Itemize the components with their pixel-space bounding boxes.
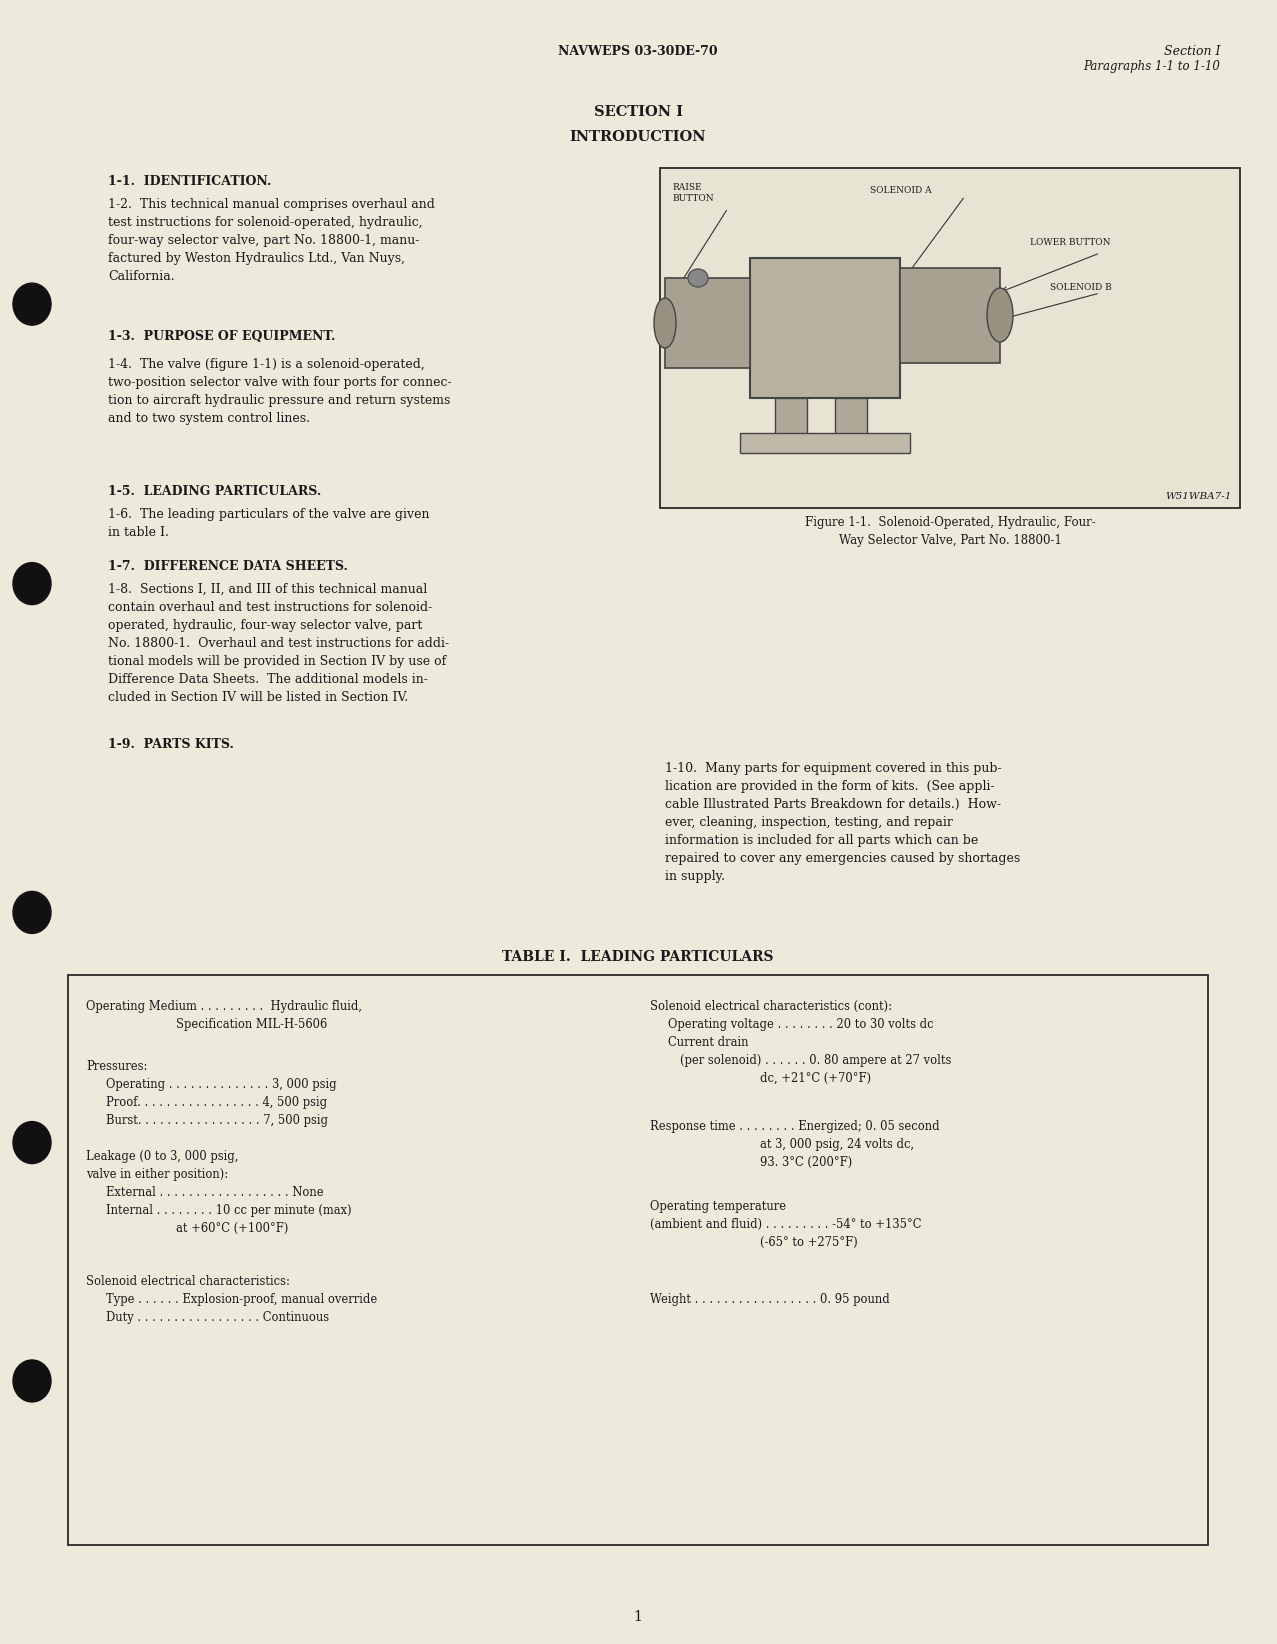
- Text: dc, +21°C (+70°F): dc, +21°C (+70°F): [760, 1072, 871, 1085]
- Text: Operating Medium . . . . . . . . .  Hydraulic fluid,: Operating Medium . . . . . . . . . Hydra…: [86, 1000, 361, 1013]
- Text: 1-4.  The valve (figure 1-1) is a solenoid-operated,
two-position selector valve: 1-4. The valve (figure 1-1) is a solenoi…: [109, 358, 452, 426]
- Text: Paragraphs 1-1 to 1-10: Paragraphs 1-1 to 1-10: [1083, 59, 1220, 72]
- Bar: [739, 432, 911, 454]
- Text: Way Selector Valve, Part No. 18800-1: Way Selector Valve, Part No. 18800-1: [839, 534, 1061, 547]
- Text: (per solenoid) . . . . . . 0. 80 ampere at 27 volts: (per solenoid) . . . . . . 0. 80 ampere …: [679, 1054, 951, 1067]
- Text: 1-6.  The leading particulars of the valve are given
in table I.: 1-6. The leading particulars of the valv…: [109, 508, 429, 539]
- Text: Burst. . . . . . . . . . . . . . . . . 7, 500 psig: Burst. . . . . . . . . . . . . . . . . 7…: [106, 1115, 328, 1128]
- Text: SECTION I: SECTION I: [594, 105, 682, 118]
- Text: 1-3.  PURPOSE OF EQUIPMENT.: 1-3. PURPOSE OF EQUIPMENT.: [109, 330, 336, 344]
- Text: Response time . . . . . . . . Energized; 0. 05 second: Response time . . . . . . . . Energized;…: [650, 1120, 940, 1133]
- Text: at 3, 000 psig, 24 volts dc,: at 3, 000 psig, 24 volts dc,: [760, 1138, 914, 1151]
- Text: (-65° to +275°F): (-65° to +275°F): [760, 1236, 858, 1249]
- Bar: [660, 168, 1240, 508]
- Text: 1-9.  PARTS KITS.: 1-9. PARTS KITS.: [109, 738, 234, 751]
- Bar: [775, 398, 807, 442]
- Ellipse shape: [654, 298, 676, 349]
- Text: Current drain: Current drain: [668, 1036, 748, 1049]
- Text: SOLENOID A: SOLENOID A: [870, 186, 932, 196]
- Text: 1-7.  DIFFERENCE DATA SHEETS.: 1-7. DIFFERENCE DATA SHEETS.: [109, 561, 347, 574]
- Text: Weight . . . . . . . . . . . . . . . . . 0. 95 pound: Weight . . . . . . . . . . . . . . . . .…: [650, 1292, 890, 1305]
- Bar: [68, 975, 1208, 1545]
- Ellipse shape: [688, 270, 707, 288]
- Text: Operating . . . . . . . . . . . . . . 3, 000 psig: Operating . . . . . . . . . . . . . . 3,…: [106, 1078, 337, 1092]
- Text: 1-2.  This technical manual comprises overhaul and
test instructions for solenoi: 1-2. This technical manual comprises ove…: [109, 197, 435, 283]
- Text: Duty . . . . . . . . . . . . . . . . . Continuous: Duty . . . . . . . . . . . . . . . . . C…: [106, 1310, 329, 1323]
- Ellipse shape: [13, 1121, 51, 1164]
- Text: Solenoid electrical characteristics:: Solenoid electrical characteristics:: [86, 1276, 290, 1287]
- Text: INTRODUCTION: INTRODUCTION: [570, 130, 706, 145]
- Text: (ambient and fluid) . . . . . . . . . -54° to +135°C: (ambient and fluid) . . . . . . . . . -5…: [650, 1218, 922, 1231]
- Text: valve in either position):: valve in either position):: [86, 1167, 229, 1180]
- Ellipse shape: [13, 562, 51, 605]
- Bar: [900, 268, 1000, 363]
- Text: Type . . . . . . Explosion-proof, manual override: Type . . . . . . Explosion-proof, manual…: [106, 1292, 377, 1305]
- Text: at +60°C (+100°F): at +60°C (+100°F): [176, 1221, 289, 1235]
- Text: NAVWEPS 03-30DE-70: NAVWEPS 03-30DE-70: [558, 44, 718, 58]
- Text: 1-8.  Sections I, II, and III of this technical manual
contain overhaul and test: 1-8. Sections I, II, and III of this tec…: [109, 584, 450, 704]
- Bar: [835, 398, 867, 442]
- Text: W51WBA7-1: W51WBA7-1: [1166, 492, 1232, 501]
- Text: Solenoid electrical characteristics (cont):: Solenoid electrical characteristics (con…: [650, 1000, 893, 1013]
- Text: 1: 1: [633, 1609, 642, 1624]
- Text: Pressures:: Pressures:: [86, 1060, 147, 1074]
- Ellipse shape: [13, 283, 51, 326]
- Text: Proof. . . . . . . . . . . . . . . . . 4, 500 psig: Proof. . . . . . . . . . . . . . . . . 4…: [106, 1097, 327, 1110]
- Ellipse shape: [13, 1360, 51, 1402]
- Ellipse shape: [987, 288, 1013, 342]
- Bar: [665, 278, 750, 368]
- Text: 1-10.  Many parts for equipment covered in this pub-
lication are provided in th: 1-10. Many parts for equipment covered i…: [665, 763, 1020, 883]
- Text: Operating voltage . . . . . . . . 20 to 30 volts dc: Operating voltage . . . . . . . . 20 to …: [668, 1018, 933, 1031]
- Text: Figure 1-1.  Solenoid-Operated, Hydraulic, Four-: Figure 1-1. Solenoid-Operated, Hydraulic…: [805, 516, 1096, 529]
- Text: RAISE
BUTTON: RAISE BUTTON: [672, 182, 714, 204]
- Text: Internal . . . . . . . . 10 cc per minute (max): Internal . . . . . . . . 10 cc per minut…: [106, 1203, 351, 1217]
- Text: 93. 3°C (200°F): 93. 3°C (200°F): [760, 1156, 852, 1169]
- Text: 1-5.  LEADING PARTICULARS.: 1-5. LEADING PARTICULARS.: [109, 485, 322, 498]
- Text: Operating temperature: Operating temperature: [650, 1200, 787, 1213]
- Text: SOLENOID B: SOLENOID B: [1050, 283, 1112, 293]
- Text: 1-1.  IDENTIFICATION.: 1-1. IDENTIFICATION.: [109, 174, 272, 187]
- Text: Section I: Section I: [1163, 44, 1220, 58]
- Text: TABLE I.  LEADING PARTICULARS: TABLE I. LEADING PARTICULARS: [502, 950, 774, 963]
- Text: External . . . . . . . . . . . . . . . . . . None: External . . . . . . . . . . . . . . . .…: [106, 1185, 323, 1198]
- Bar: [750, 258, 900, 398]
- Text: Leakage (0 to 3, 000 psig,: Leakage (0 to 3, 000 psig,: [86, 1151, 239, 1162]
- Ellipse shape: [13, 891, 51, 934]
- Text: Specification MIL-H-5606: Specification MIL-H-5606: [176, 1018, 327, 1031]
- Text: LOWER BUTTON: LOWER BUTTON: [1031, 238, 1111, 247]
